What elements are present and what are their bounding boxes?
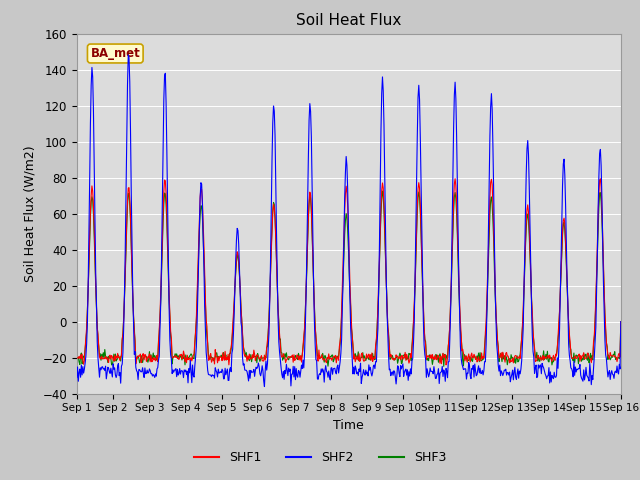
Y-axis label: Soil Heat Flux (W/m2): Soil Heat Flux (W/m2) [24,145,36,282]
SHF1 [194,265,202,271]
Line: SHF3: SHF3 [77,191,621,366]
Line: SHF1: SHF1 [77,179,621,365]
SHF1 [431,357,438,362]
SHF1 [415,180,422,186]
SHF2 [617,319,625,324]
SHF3 [194,276,202,282]
SHF2 [73,374,81,380]
SHF3 [139,360,147,365]
SHF1 [139,351,147,357]
X-axis label: Time: Time [333,419,364,432]
SHF2 [433,375,440,381]
SHF2 [124,52,132,58]
SHF2 [140,371,147,377]
SHF1 [617,319,625,324]
SHF1 [451,176,459,181]
SHF3 [431,352,439,358]
SHF1 [223,355,230,360]
SHF2 [223,366,231,372]
SHF2 [417,134,424,140]
SHF2 [195,259,202,264]
Title: Soil Heat Flux: Soil Heat Flux [296,13,401,28]
SHF3 [440,363,447,369]
SHF3 [617,319,625,324]
SHF3 [416,194,424,200]
SHF3 [379,188,387,194]
Line: SHF2: SHF2 [77,55,621,386]
SHF3 [73,351,81,357]
SHF3 [223,357,230,363]
SHF1 [73,355,81,361]
SHF1 [83,325,90,331]
Text: BA_met: BA_met [90,47,140,60]
SHF2 [83,341,90,347]
SHF2 [260,384,268,389]
SHF3 [83,329,90,335]
SHF1 [442,362,450,368]
Legend: SHF1, SHF2, SHF3: SHF1, SHF2, SHF3 [189,446,451,469]
